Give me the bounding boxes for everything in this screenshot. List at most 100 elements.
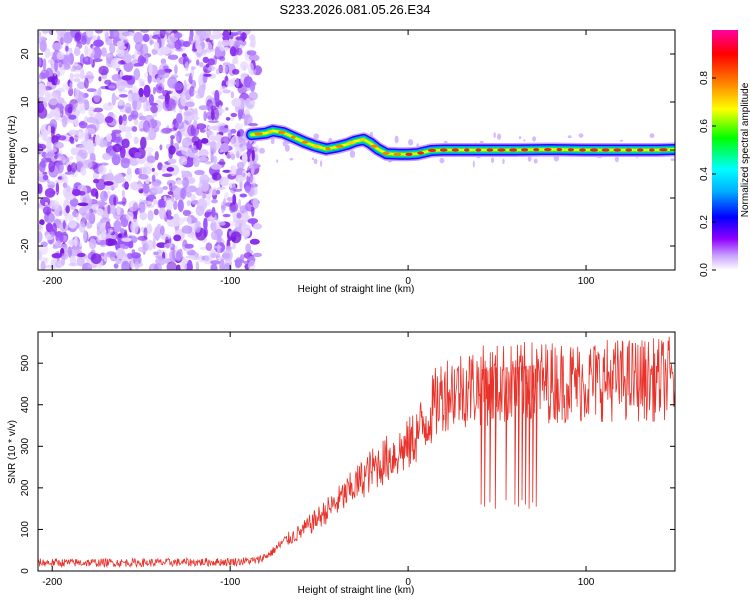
noise-speckle <box>162 186 168 190</box>
noise-speckle <box>73 48 81 56</box>
ridge-peak <box>325 147 331 151</box>
noise-speckle <box>247 260 256 270</box>
noise-speckle <box>142 243 149 251</box>
noise-speckle <box>240 61 249 71</box>
ridge-peak <box>556 148 563 152</box>
noise-speckle <box>232 217 240 222</box>
noise-speckle <box>532 136 537 142</box>
noise-speckle <box>182 41 191 48</box>
noise-speckle <box>157 198 164 209</box>
noise-speckle <box>61 175 67 182</box>
noise-speckle <box>54 59 59 72</box>
noise-speckle <box>166 209 172 218</box>
noise-speckle <box>46 179 50 183</box>
noise-speckle <box>229 117 235 122</box>
noise-speckle <box>180 187 187 200</box>
noise-speckle <box>215 141 221 150</box>
noise-speckle <box>222 213 231 218</box>
ridge-peak <box>370 144 379 148</box>
noise-speckle <box>204 255 210 262</box>
noise-speckle <box>134 152 141 158</box>
noise-speckle <box>252 198 259 209</box>
noise-speckle <box>105 238 115 247</box>
noise-speckle <box>163 195 167 202</box>
noise-speckle <box>148 263 159 270</box>
ridge-peak <box>649 148 655 152</box>
noise-speckle <box>46 138 52 152</box>
noise-speckle <box>86 139 94 150</box>
ridge-peak <box>427 148 437 152</box>
noise-speckle <box>523 139 526 142</box>
noise-speckle <box>123 114 128 126</box>
noise-speckle <box>219 86 228 91</box>
ridge-peak <box>508 148 518 152</box>
noise-speckle <box>230 91 235 99</box>
ridge-peak <box>312 144 321 148</box>
ridge-peak <box>589 148 599 152</box>
noise-speckle <box>276 159 279 163</box>
noise-speckle <box>128 242 134 249</box>
noise-speckle <box>68 220 77 229</box>
noise-speckle <box>144 72 148 78</box>
y-tick-label: -10 <box>20 190 31 205</box>
noise-speckle <box>118 94 128 98</box>
noise-speckle <box>104 172 115 183</box>
noise-speckle <box>50 110 54 118</box>
noise-speckle <box>249 238 260 245</box>
noise-speckle <box>118 99 124 107</box>
noise-speckle <box>152 237 156 250</box>
noise-speckle <box>70 162 78 173</box>
noise-speckle <box>112 143 123 153</box>
noise-speckle <box>313 133 320 140</box>
noise-speckle <box>88 238 97 250</box>
noise-speckle <box>239 40 247 46</box>
noise-speckle <box>497 133 502 140</box>
noise-speckle <box>147 73 152 84</box>
noise-speckle <box>236 150 240 159</box>
noise-speckle <box>150 105 158 114</box>
noise-speckle <box>108 85 116 89</box>
noise-speckle <box>89 153 96 161</box>
noise-speckle <box>234 40 241 48</box>
noise-speckle <box>233 188 243 192</box>
spectrogram-y-label: Frequency (Hz) <box>7 116 18 185</box>
noise-speckle <box>186 200 191 207</box>
noise-speckle <box>220 136 230 146</box>
noise-speckle <box>53 141 64 149</box>
noise-speckle <box>121 31 130 37</box>
noise-speckle <box>42 171 48 175</box>
noise-speckle <box>74 86 79 100</box>
noise-speckle <box>408 139 414 146</box>
noise-speckle <box>121 126 133 133</box>
noise-speckle <box>150 182 161 194</box>
y-tick-label: 300 <box>20 438 31 455</box>
noise-speckle <box>121 183 130 188</box>
noise-speckle <box>41 30 50 34</box>
snr-series-line <box>38 336 675 569</box>
noise-speckle <box>137 235 148 241</box>
noise-speckle <box>70 68 75 72</box>
ridge-peak <box>417 151 424 155</box>
noise-speckle <box>57 135 67 141</box>
noise-speckle <box>133 118 139 126</box>
noise-speckle <box>207 65 216 72</box>
noise-speckle <box>210 260 221 265</box>
x-tick-label: 0 <box>405 276 411 287</box>
ridge-peak <box>439 148 448 152</box>
noise-speckle <box>111 96 120 101</box>
noise-speckle <box>206 194 211 207</box>
noise-speckle <box>196 152 208 156</box>
noise-speckle <box>222 89 231 94</box>
noise-speckle <box>247 172 251 177</box>
noise-speckle <box>222 30 231 43</box>
noise-speckle <box>42 58 47 72</box>
noise-speckle <box>42 130 48 142</box>
ridge-peak <box>636 148 644 152</box>
noise-speckle <box>63 32 69 44</box>
noise-speckle <box>126 167 132 176</box>
noise-speckle <box>140 56 147 64</box>
noise-speckle <box>230 128 237 134</box>
noise-speckle <box>175 250 182 262</box>
noise-speckle <box>210 108 215 121</box>
noise-speckle <box>175 135 180 142</box>
